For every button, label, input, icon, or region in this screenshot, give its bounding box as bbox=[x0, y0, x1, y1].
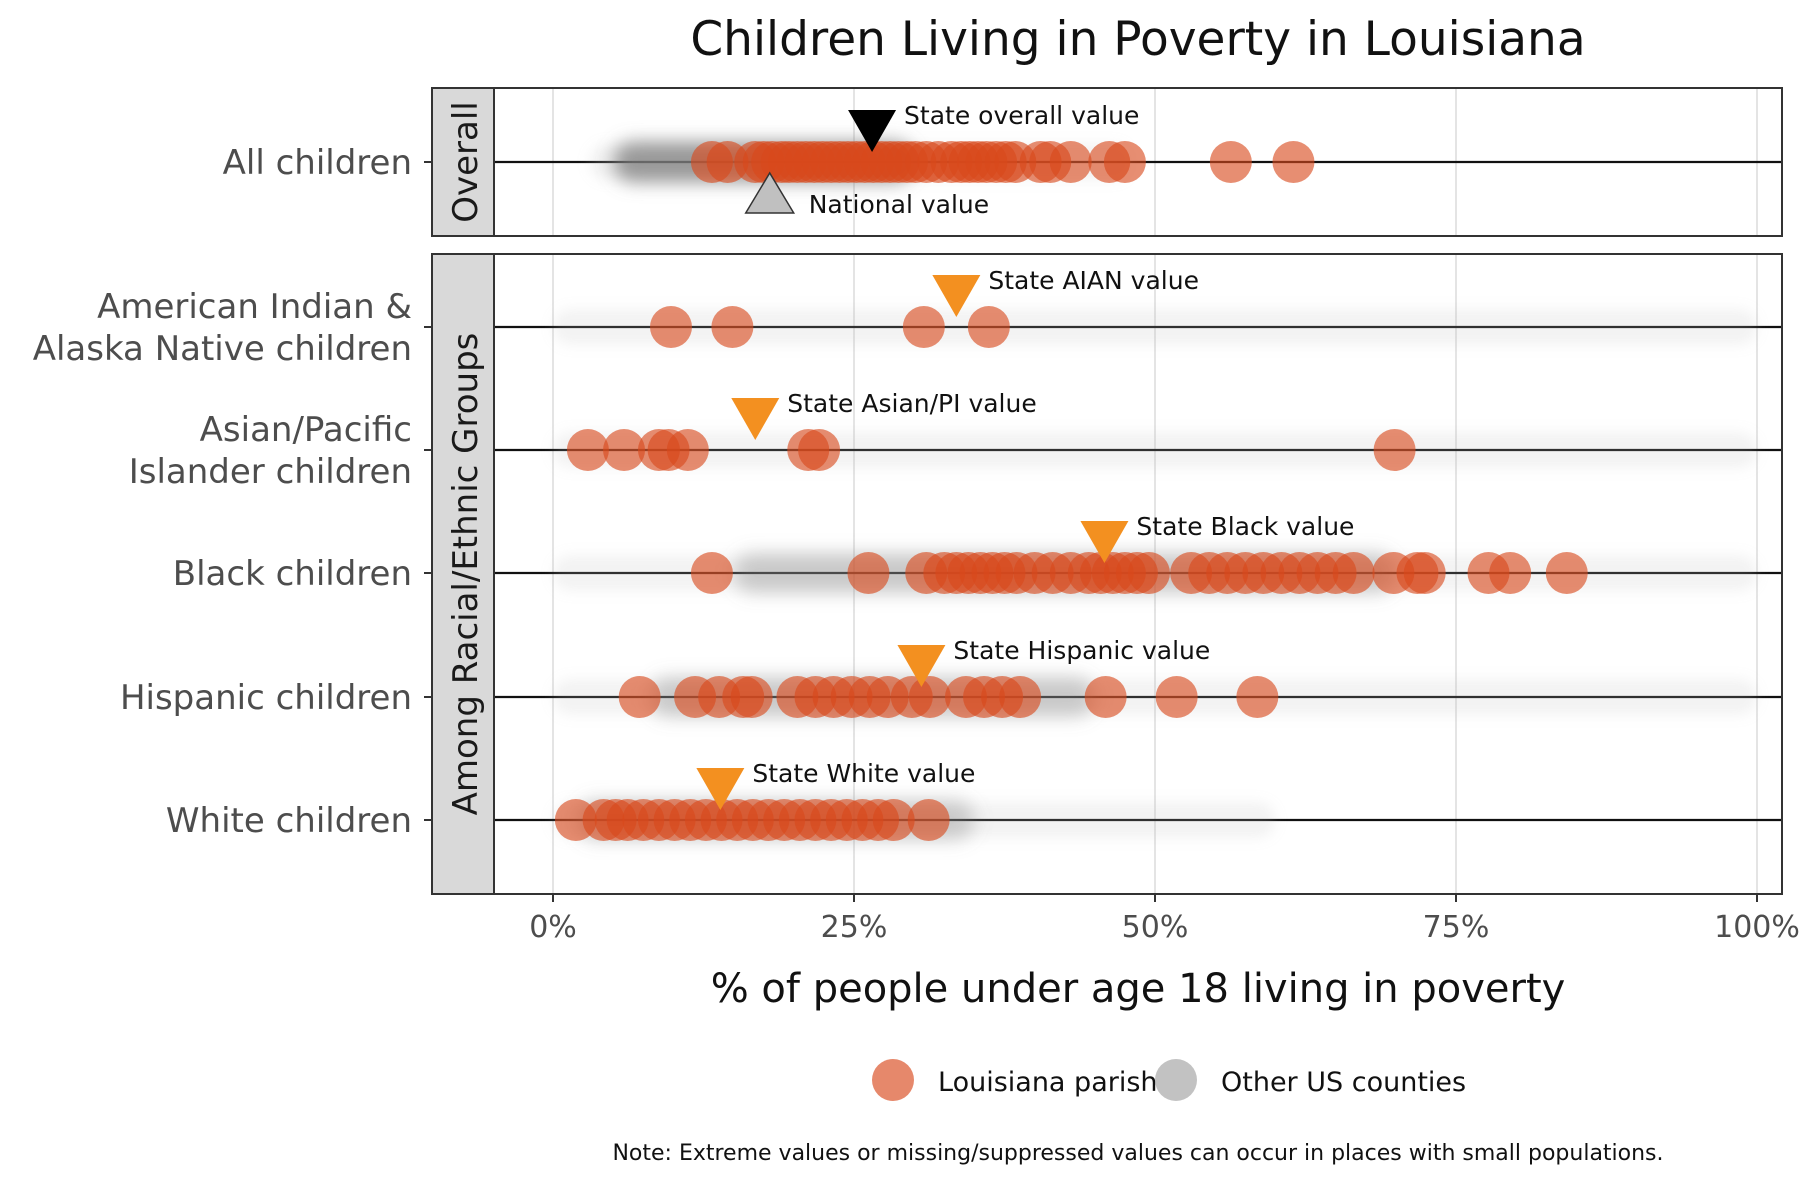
row-label: Asian/Pacific bbox=[200, 410, 412, 450]
state-value-marker bbox=[932, 275, 981, 317]
parish-point bbox=[967, 306, 1010, 348]
parish-point bbox=[649, 306, 692, 348]
row-labels: All children American Indian &Alaska Nati… bbox=[33, 143, 412, 841]
parish-point bbox=[1084, 676, 1127, 718]
parish-point bbox=[1236, 676, 1279, 718]
state-value-marker bbox=[731, 398, 780, 440]
parish-point bbox=[1103, 141, 1146, 183]
parish-point bbox=[1545, 552, 1588, 594]
x-tick-label: 0% bbox=[529, 910, 577, 945]
state-value-marker bbox=[897, 645, 946, 687]
state-value-label: State overall value bbox=[904, 101, 1139, 130]
legend: Louisiana parish Other US counties bbox=[872, 1059, 1466, 1101]
state-value-marker bbox=[696, 768, 745, 810]
state-value-marker bbox=[848, 110, 897, 152]
county-cloud-spread bbox=[553, 309, 1757, 345]
row-label: White children bbox=[166, 801, 412, 841]
national-value-label: National value bbox=[809, 190, 989, 219]
state-value-label: State AIAN value bbox=[988, 266, 1199, 295]
row-label: American Indian & bbox=[97, 287, 412, 327]
strip-overall bbox=[431, 87, 495, 237]
panel-groups: Among Racial/Ethnic Groups bbox=[431, 253, 1783, 895]
row-label: Hispanic children bbox=[120, 678, 412, 718]
parish-point bbox=[1332, 552, 1375, 594]
parish-point bbox=[1049, 141, 1092, 183]
legend-label-parish: Louisiana parish bbox=[938, 1067, 1158, 1098]
state-value-label: State Hispanic value bbox=[953, 636, 1210, 665]
row-lines bbox=[424, 160, 1781, 822]
national-value-marker bbox=[744, 171, 796, 214]
parish-point bbox=[1489, 552, 1532, 594]
state-value-label: State White value bbox=[752, 759, 975, 788]
parish-point bbox=[1155, 676, 1198, 718]
state-markers: State overall value National value State A… bbox=[696, 101, 1354, 810]
parish-point bbox=[711, 306, 754, 348]
parish-point bbox=[1403, 552, 1446, 594]
parish-point bbox=[566, 429, 609, 471]
parish-point bbox=[1373, 429, 1416, 471]
state-value-marker bbox=[1080, 521, 1129, 563]
state-value-label: State Black value bbox=[1136, 512, 1354, 541]
legend-swatch-parish bbox=[872, 1059, 914, 1101]
x-tick-label: 50% bbox=[1122, 910, 1189, 945]
parish-point bbox=[798, 429, 841, 471]
parish-point bbox=[907, 799, 950, 841]
row-label: All children bbox=[223, 143, 412, 183]
parish-point bbox=[603, 429, 646, 471]
legend-label-counties: Other US counties bbox=[1221, 1067, 1466, 1098]
strip-overall-label: Overall bbox=[446, 101, 486, 223]
parish-point bbox=[1209, 141, 1252, 183]
row-label: Black children bbox=[173, 554, 412, 594]
x-tick-label: 75% bbox=[1423, 910, 1490, 945]
county-cloud-spread bbox=[553, 432, 1757, 468]
parish-point bbox=[618, 676, 661, 718]
parish-point bbox=[666, 429, 709, 471]
parish-point bbox=[847, 552, 890, 594]
parish-point bbox=[1272, 141, 1315, 183]
strip-groups bbox=[431, 253, 495, 895]
parish-point bbox=[690, 552, 733, 594]
parish-point bbox=[730, 676, 773, 718]
row-label: Alaska Native children bbox=[33, 329, 412, 369]
footnote: Note: Extreme values or missing/suppress… bbox=[612, 1141, 1663, 1166]
state-value-label: State Asian/PI value bbox=[787, 389, 1036, 418]
parish-point bbox=[872, 799, 915, 841]
panel-overall: Overall bbox=[431, 87, 1783, 237]
legend-swatch-counties bbox=[1155, 1059, 1197, 1101]
parish-point bbox=[999, 676, 1042, 718]
parish-point bbox=[908, 676, 951, 718]
x-axis-ticks: 0% 25% 50% 75% 100% bbox=[529, 894, 1800, 945]
strip-groups-label: Among Racial/Ethnic Groups bbox=[446, 333, 486, 816]
parish-points bbox=[554, 141, 1588, 841]
row-label: Islander children bbox=[129, 452, 412, 492]
x-tick-label: 100% bbox=[1714, 910, 1800, 945]
x-tick-label: 25% bbox=[821, 910, 888, 945]
parish-point bbox=[902, 306, 945, 348]
parish-point bbox=[1127, 552, 1170, 594]
chart-title: Children Living in Poverty in Louisiana bbox=[690, 12, 1585, 67]
x-axis-label: % of people under age 18 living in pover… bbox=[711, 966, 1566, 1012]
